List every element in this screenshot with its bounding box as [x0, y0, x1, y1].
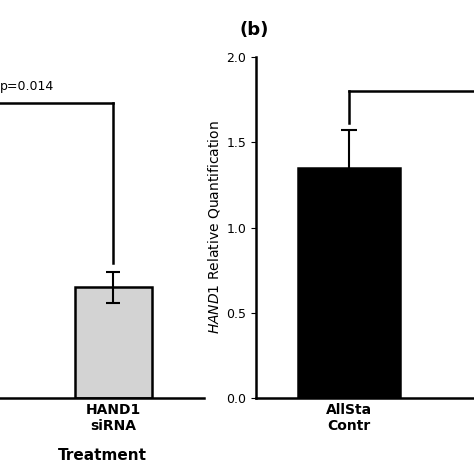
Text: Treatment: Treatment	[57, 448, 146, 463]
Y-axis label: $\it{HAND1}$ Relative Quantification: $\it{HAND1}$ Relative Quantification	[206, 120, 222, 335]
Text: (b): (b)	[239, 21, 269, 39]
Bar	[298, 168, 400, 398]
Bar	[75, 287, 152, 398]
Text: p=0.014: p=0.014	[0, 80, 54, 93]
